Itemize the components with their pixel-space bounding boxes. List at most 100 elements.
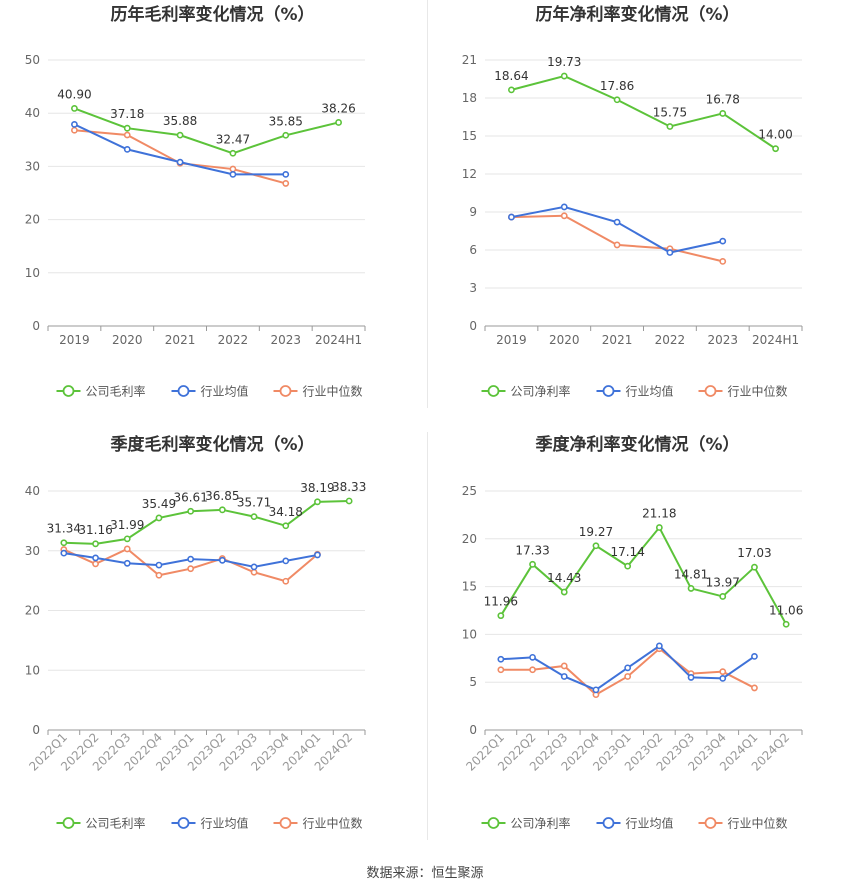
data-point-company (187, 507, 195, 515)
data-point-industry_avg (655, 642, 663, 650)
data-point-industry_avg (123, 559, 131, 567)
data-point-industry_median (71, 126, 78, 134)
data-point-company (497, 612, 505, 620)
y-tick-label: 0 (32, 319, 40, 333)
data-point-industry_median (229, 165, 237, 173)
legend-marker (487, 817, 500, 829)
data-point-company (529, 560, 536, 568)
legend-marker (177, 817, 190, 829)
y-tick-label: 30 (25, 159, 40, 173)
data-point-industry_avg (123, 145, 131, 153)
data-point-industry_avg (666, 249, 674, 256)
legend-item-industry_median[interactable]: 行业中位数 (698, 384, 788, 399)
x-tick-label: 2023 (707, 333, 738, 347)
series-line-industry_median (63, 547, 319, 583)
legend-item-company[interactable]: 公司净利率 (481, 816, 571, 831)
legend-label: 公司毛利率 (86, 816, 146, 831)
chart-title: 季度净利率变化情况（%） (535, 434, 739, 455)
legend-item-industry_median[interactable]: 行业中位数 (273, 384, 363, 399)
x-tick-label: 2019 (59, 333, 90, 347)
vertical-divider-bottom (427, 432, 428, 840)
data-label: 14.43 (547, 571, 581, 585)
data-point-company (687, 585, 695, 592)
data-point-company (560, 588, 568, 596)
data-point-industry_median (560, 212, 568, 220)
y-tick-label: 5 (469, 675, 477, 689)
data-label: 37.18 (110, 107, 144, 121)
legend-item-industry_median[interactable]: 行业中位数 (698, 816, 788, 831)
data-point-company (92, 540, 99, 548)
legend-marker (62, 817, 75, 829)
data-point-industry_avg (282, 170, 290, 178)
data-label: 21.18 (642, 507, 676, 521)
data-point-industry_median (719, 257, 727, 265)
source-note: 数据来源：恒生聚源 (366, 866, 484, 881)
data-label: 19.27 (579, 525, 613, 539)
data-label: 14.00 (758, 128, 792, 142)
data-label: 40.90 (57, 87, 91, 101)
legend-label: 行业中位数 (303, 816, 363, 831)
data-point-industry_avg (176, 158, 184, 166)
data-point-industry_avg (719, 237, 727, 245)
data-label: 31.16 (78, 523, 112, 537)
series-line-company (499, 525, 788, 625)
legend-item-company[interactable]: 公司净利率 (481, 384, 571, 399)
data-label: 35.49 (142, 497, 176, 511)
y-tick-label: 40 (25, 484, 40, 498)
data-point-industry_avg (529, 653, 536, 661)
data-label: 17.33 (515, 543, 549, 557)
data-point-company (155, 514, 163, 522)
data-point-company (345, 497, 353, 505)
y-tick-label: 25 (462, 484, 477, 498)
y-tick-label: 21 (462, 53, 477, 67)
legend-label: 行业均值 (626, 816, 674, 831)
data-point-industry_median (187, 565, 195, 573)
x-tick-label: 2021 (602, 333, 633, 347)
legend-item-industry_avg[interactable]: 行业均值 (171, 384, 249, 399)
series-line-company (74, 107, 339, 155)
data-point-company (719, 110, 727, 117)
data-label: 31.99 (110, 518, 144, 532)
data-point-company (719, 593, 727, 600)
legend-item-industry_median[interactable]: 行业中位数 (273, 816, 363, 831)
data-point-industry_median (624, 673, 632, 680)
legend-item-industry_avg[interactable]: 行业均值 (596, 816, 674, 831)
data-label: 34.18 (269, 505, 303, 519)
data-point-industry_median (250, 568, 258, 576)
legend-label: 公司净利率 (511, 816, 571, 831)
data-point-company (282, 522, 290, 530)
data-point-company (613, 96, 621, 104)
data-point-company (508, 86, 515, 94)
data-point-industry_avg (92, 554, 99, 562)
data-point-industry_median (282, 577, 290, 585)
chart-title: 历年毛利率变化情况（%） (110, 4, 314, 25)
data-point-industry_median (719, 668, 727, 676)
data-point-industry_median (529, 666, 536, 674)
data-point-company (60, 539, 68, 547)
x-tick-label: 2024H1 (752, 333, 799, 347)
legend-item-company[interactable]: 公司毛利率 (56, 816, 146, 831)
legend-item-industry_avg[interactable]: 行业均值 (596, 384, 674, 399)
data-point-industry_avg (155, 561, 163, 569)
data-label: 19.73 (547, 55, 581, 69)
data-point-industry_median (155, 571, 163, 579)
data-label: 17.86 (600, 79, 634, 93)
legend-item-company[interactable]: 公司毛利率 (56, 384, 146, 399)
chart-annual-gross-margin: 历年毛利率变化情况（%） 0 10 20 30 40 50 2019 2020 2021 2022 2… (25, 4, 366, 399)
data-point-industry_avg (218, 556, 226, 564)
x-tick-label: 2023 (270, 333, 301, 347)
data-point-industry_median (123, 131, 131, 139)
data-point-company (314, 498, 321, 506)
y-tick-label: 9 (469, 205, 477, 219)
y-tick-label: 0 (32, 723, 40, 737)
series-line-company (63, 499, 350, 545)
data-point-industry_avg (60, 549, 68, 557)
data-point-company (176, 131, 184, 139)
data-point-industry_median (282, 180, 290, 187)
data-point-industry_avg (508, 213, 515, 221)
legend-item-industry_avg[interactable]: 行业均值 (171, 816, 249, 831)
data-label: 35.71 (237, 496, 271, 510)
data-point-industry_avg (314, 551, 321, 559)
x-tick-label: 2021 (165, 333, 196, 347)
